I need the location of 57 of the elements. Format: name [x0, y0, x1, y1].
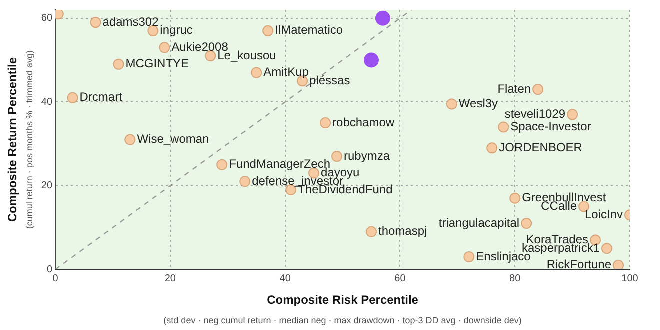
annotation: robchamow	[332, 115, 395, 130]
annotation: Drcmart	[80, 90, 124, 104]
point	[67, 92, 78, 104]
point	[510, 192, 521, 204]
point	[446, 98, 458, 110]
annotation: adams302	[102, 14, 160, 29]
point	[240, 176, 251, 188]
point	[205, 50, 216, 62]
text: (cumul return · pos months % · trimmed avg)	[24, 50, 34, 230]
annotation: triangulacapital	[438, 216, 520, 230]
point	[375, 10, 390, 26]
x-tick-label: 20	[164, 273, 176, 284]
annotation: rubymza	[344, 148, 390, 163]
point	[498, 122, 510, 133]
point	[216, 159, 228, 170]
annotation: Space-Investor	[510, 120, 592, 134]
point	[464, 252, 475, 263]
annotation: LoicInv	[584, 207, 623, 222]
annotation: pléssas	[310, 73, 350, 88]
point	[613, 260, 624, 270]
point	[90, 17, 102, 28]
point	[159, 42, 170, 54]
annotation: Wesl3y	[458, 96, 498, 111]
annotation: thomaspj	[378, 224, 428, 238]
point	[364, 52, 379, 68]
x-tick-label: 60	[394, 273, 406, 284]
annotation: RickFortune	[546, 258, 612, 272]
point	[251, 67, 262, 78]
point	[602, 243, 613, 254]
text: (std dev · neg cumul return · median neg · max drawdown · top-3 DD avg · downside dev)	[164, 315, 522, 326]
point	[113, 58, 124, 70]
annotation: JORDENBOER	[499, 140, 583, 154]
y-tick-label: 0	[46, 264, 53, 276]
y-tick-label: 20	[41, 180, 53, 192]
point	[567, 109, 578, 120]
y-axis-title: Composite Return Percentile	[6, 57, 20, 222]
point	[124, 134, 136, 146]
x-axis-title: Composite Risk Percentile	[267, 293, 419, 308]
annotation: Wise_woman	[137, 132, 210, 146]
x-tick-label: 40	[280, 273, 292, 284]
y-tick-label: 40	[41, 96, 53, 108]
x-tick-label: 100	[622, 273, 639, 284]
point	[486, 142, 498, 154]
annotation: Flaten	[498, 82, 532, 96]
point	[366, 226, 377, 238]
annotation: ingruc	[160, 23, 193, 38]
annotation: MCGINTYE	[126, 56, 190, 71]
point	[521, 218, 532, 230]
annotation: IlMatematico	[275, 23, 344, 38]
x-tick-label: 80	[510, 273, 522, 284]
annotation: AmitKup	[264, 65, 310, 80]
point	[320, 118, 332, 129]
y-tick-label: 60	[41, 13, 53, 24]
annotation: steveli1029	[504, 106, 566, 121]
point	[532, 84, 544, 96]
point	[332, 151, 343, 162]
point	[262, 25, 274, 36]
